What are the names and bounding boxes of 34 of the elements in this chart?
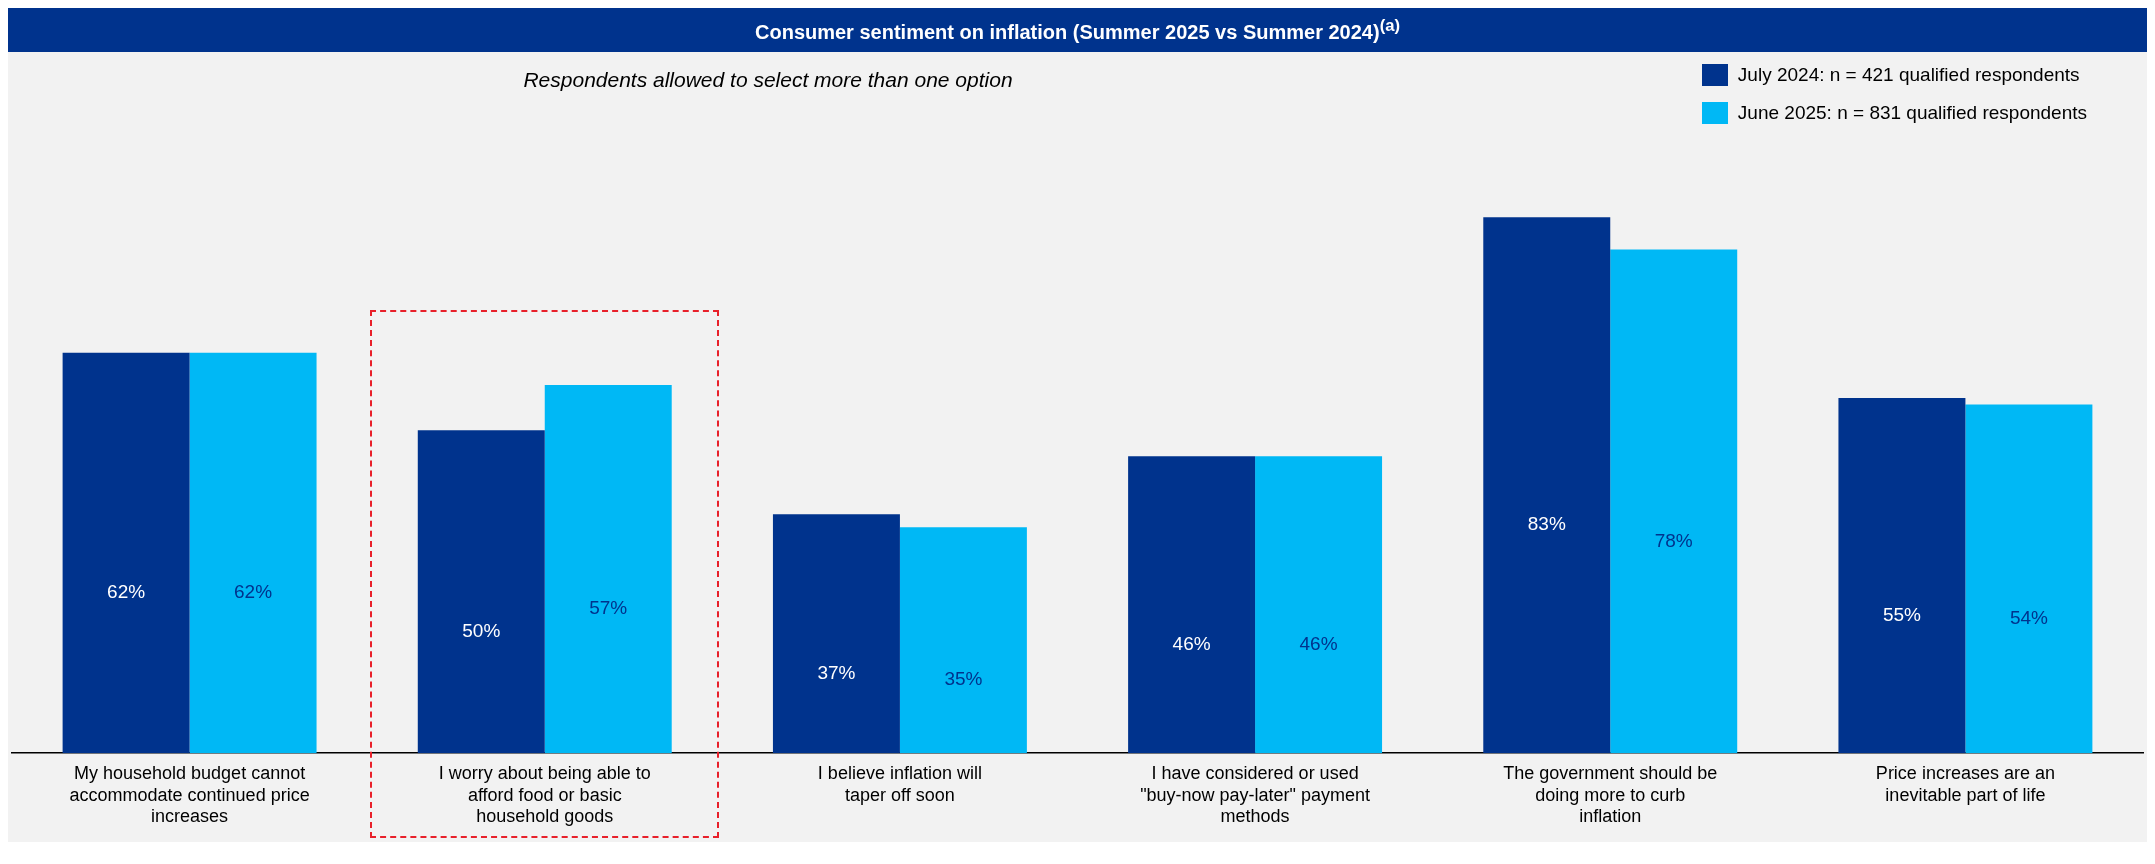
x-tick-label: Price increases are an inevitable part of life (1875, 762, 2055, 805)
data-label: 78% (1654, 529, 1693, 551)
bar (899, 526, 1027, 753)
x-tick-label: I worry about being able to afford food or basic household goods (438, 762, 651, 826)
data-label: 46% (1172, 632, 1211, 654)
data-label: 57% (589, 597, 628, 619)
x-tick-label: I have considered or used "buy-now pay-later" payment methods (1140, 762, 1371, 826)
data-label: 50% (462, 619, 501, 641)
data-label: 37% (817, 661, 856, 683)
data-label: 62% (234, 580, 273, 602)
bar (1610, 249, 1738, 753)
data-label: 62% (107, 580, 146, 602)
legend-label: July 2024: n = 421 qualified respondents (1737, 63, 2080, 86)
chart-subtitle: Respondents allowed to select more than one option (522, 67, 1014, 92)
bar (189, 352, 317, 753)
x-tick-label: The government should be doing more to curb inflation (1503, 762, 1718, 826)
bar (544, 384, 672, 753)
data-label: 54% (2009, 606, 2049, 628)
bar (62, 352, 190, 753)
bar (1965, 404, 2093, 753)
x-tick-label: I believe inflation will taper off soon (817, 762, 982, 805)
bar (1838, 397, 1966, 753)
legend-label: June 2025: n = 831 qualified respondents (1737, 101, 2087, 124)
data-label: 83% (1527, 513, 1566, 535)
x-tick-label: My household budget cannot accommodate continued price increases (69, 762, 310, 826)
bar (1483, 216, 1611, 753)
data-label: 46% (1299, 632, 1338, 654)
data-label: 55% (1882, 603, 1922, 625)
bar (1128, 455, 1256, 753)
chart-title: Consumer sentiment on inflation (Summer 2025 vs Summer 2024)$^{(a)}$ (8, 8, 2147, 52)
bar (417, 429, 545, 753)
bar (1255, 455, 1383, 753)
data-label: 35% (944, 668, 983, 690)
bar (772, 513, 900, 753)
